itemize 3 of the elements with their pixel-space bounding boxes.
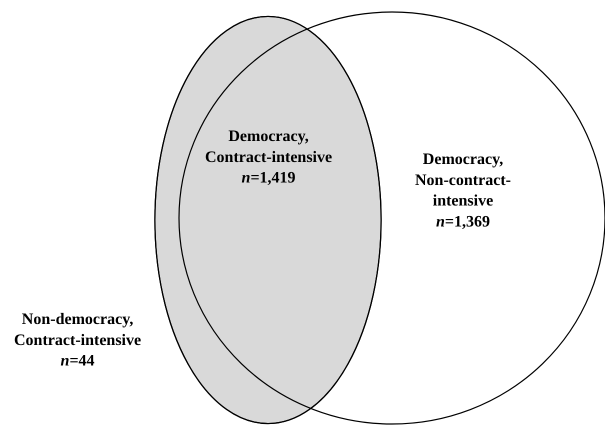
data-label: n=44 [60,352,95,370]
data-label: n=1,419 [242,170,296,187]
data-label: n=1,369 [436,213,490,230]
